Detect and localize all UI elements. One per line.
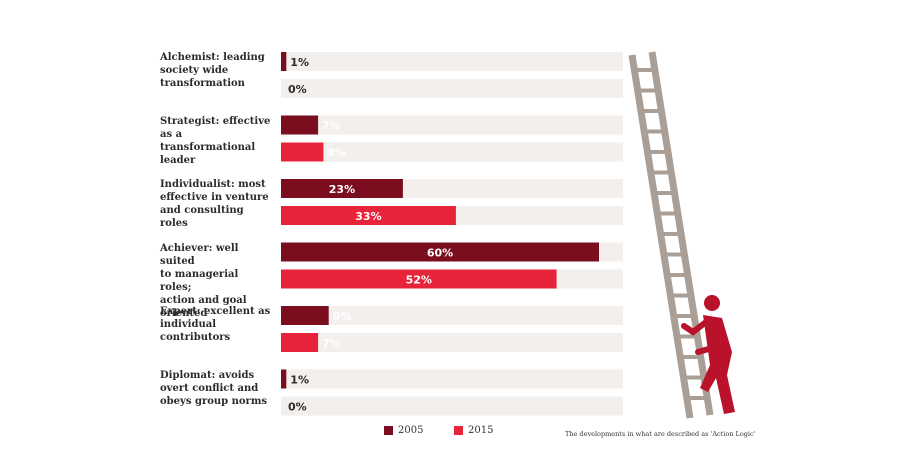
bars <box>281 52 599 389</box>
bar-2015 <box>281 269 557 289</box>
climbing-person-icon <box>681 295 735 414</box>
bar-track <box>281 306 623 325</box>
bar-value-label: 52% <box>406 274 432 287</box>
category-label: Alchemist: leading society wide transfor… <box>160 52 265 89</box>
bar-2005 <box>281 52 287 71</box>
bar-track <box>281 142 623 162</box>
bar-value-label: 23% <box>329 183 355 196</box>
bar-value-label: 1% <box>290 374 309 387</box>
bar-value-label: 9% <box>333 310 352 323</box>
category-label: Expert: excellent as individual contribu… <box>160 306 271 343</box>
bar-2005 <box>281 306 329 325</box>
legend-swatch-2005 <box>384 426 393 435</box>
bar-value-label: 1% <box>290 56 309 69</box>
chart-caption: The developments in what are described a… <box>565 430 756 438</box>
legend-item-2015: 2015 <box>454 425 493 436</box>
bar-value-label: 0% <box>288 83 307 96</box>
legend-label-2005: 2005 <box>398 425 424 436</box>
bar-value-label: 7% <box>322 120 341 133</box>
bar-value-labels: 1% 0% 7% 8% 23% 33% 60% 52% 9% 7% 1% 0% <box>288 56 453 414</box>
category-label: Diplomat: avoids overt conflict and obey… <box>160 369 268 407</box>
bar-value-label: 33% <box>355 210 381 223</box>
bar-track <box>281 396 623 416</box>
bar-value-label: 8% <box>327 147 346 160</box>
bar-tracks <box>281 52 623 416</box>
category-label: Strategist: effective as a transformatio… <box>160 115 271 166</box>
bar-2015 <box>281 333 319 352</box>
bar-2015 <box>281 206 456 225</box>
bar-2015 <box>281 142 324 162</box>
bar-track <box>281 79 623 98</box>
bar-2005 <box>281 115 319 135</box>
legend-item-2005: 2005 <box>384 425 423 436</box>
legend-swatch-2015 <box>454 426 463 435</box>
bar-2005 <box>281 369 287 389</box>
bar-track <box>281 52 623 71</box>
bar-track <box>281 115 623 135</box>
bar-2005 <box>281 179 403 198</box>
category-label: Individualist: most effective in venture… <box>160 179 269 229</box>
bar-value-label: 7% <box>322 337 341 350</box>
bar-value-label: 60% <box>427 247 453 260</box>
legend-label-2015: 2015 <box>468 425 494 436</box>
bar-track <box>281 369 623 389</box>
bar-value-label: 0% <box>288 401 307 414</box>
bar-track <box>281 333 623 352</box>
bar-2005 <box>281 242 599 262</box>
category-label: Achiever: well suited to managerial role… <box>160 242 247 319</box>
ladder-illustration <box>628 51 714 419</box>
